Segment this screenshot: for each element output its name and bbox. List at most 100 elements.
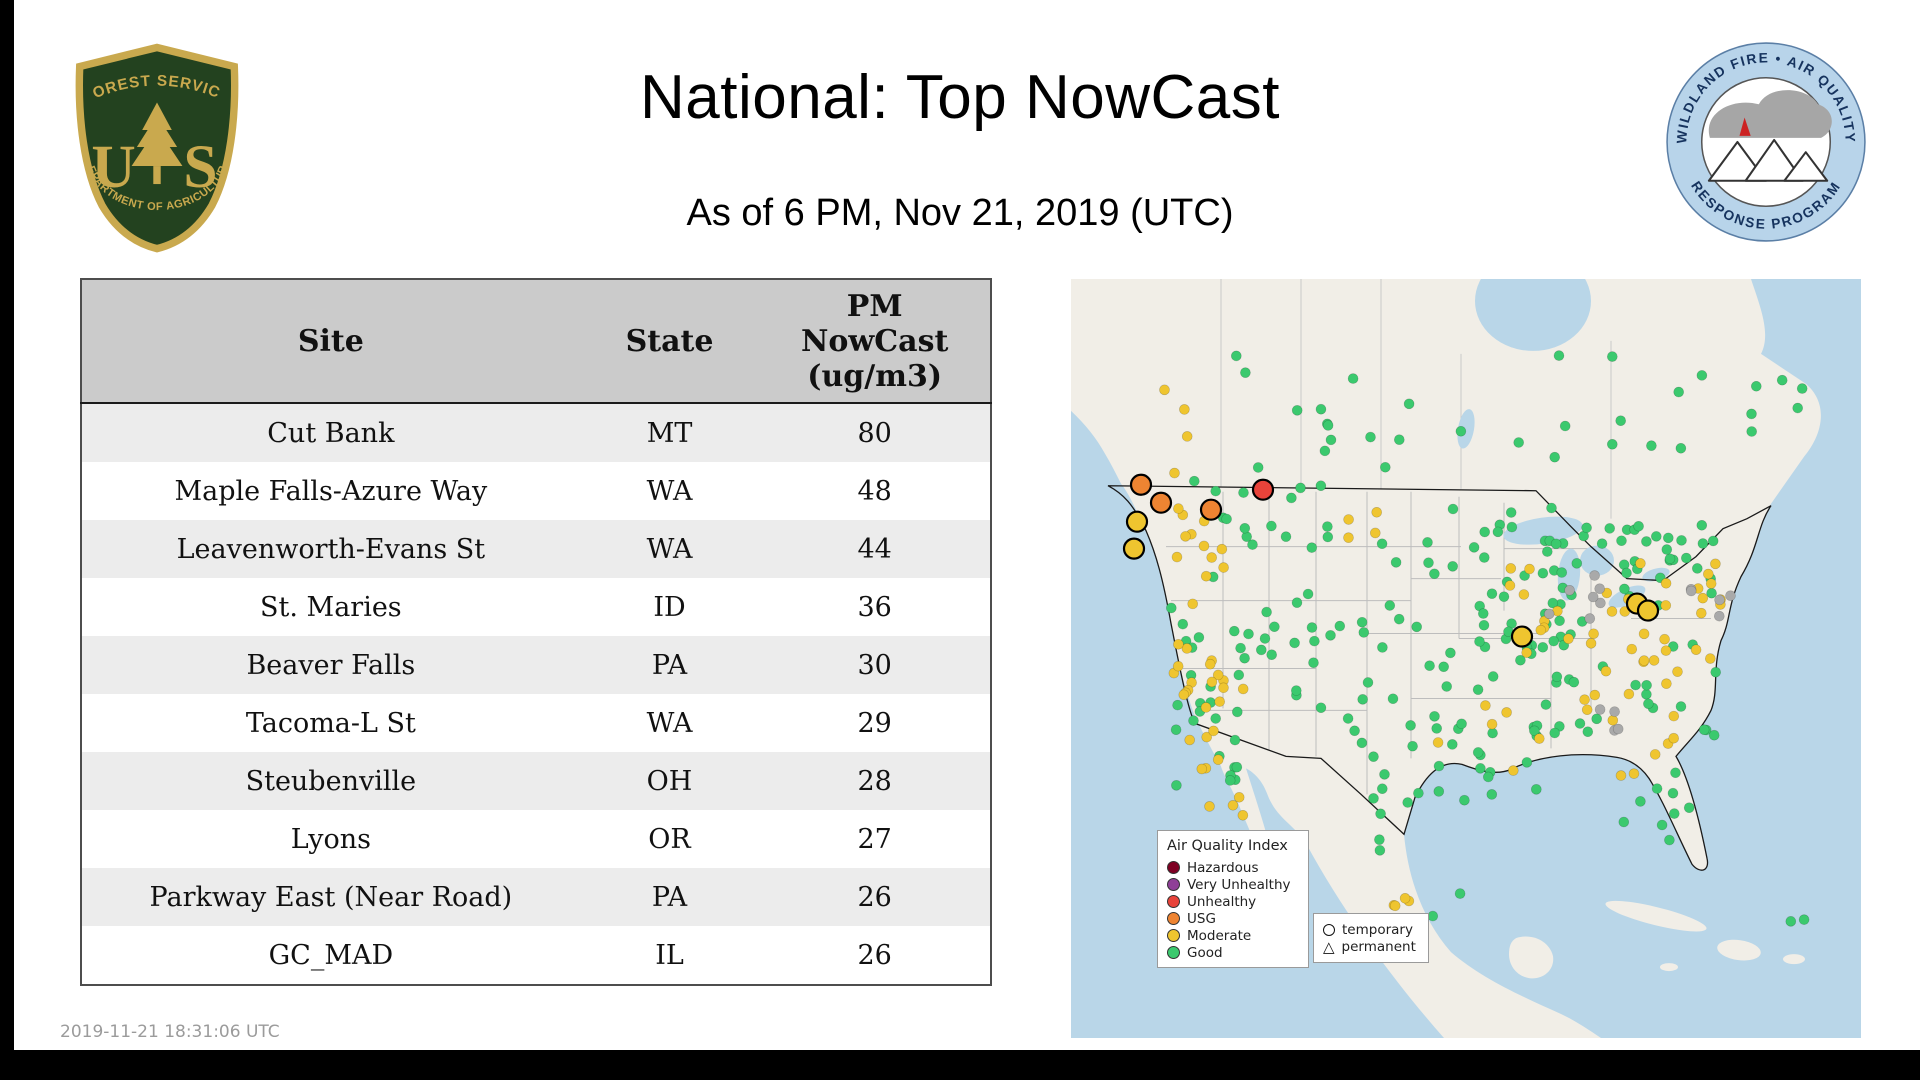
aqi-dot (1212, 669, 1224, 681)
aqi-dot (1237, 810, 1249, 821)
aqi-dot (1713, 610, 1725, 622)
site-cell: Maple Falls-Azure Way (174, 475, 488, 507)
aqi-dot (1507, 765, 1519, 776)
aqi-dot (1259, 633, 1271, 644)
table-row: St. Maries ID 36 (81, 578, 991, 636)
aqi-dot (1384, 600, 1396, 611)
generation-timestamp: 2019-11-21 18:31:06 UTC (60, 1022, 280, 1042)
aqi-dot (1375, 808, 1386, 820)
top-monitor-marker (1199, 498, 1223, 521)
aqi-dot (1390, 557, 1402, 568)
aqi-dot (1170, 724, 1182, 735)
aqi-color-swatch (1167, 929, 1180, 942)
aqi-dot (1368, 793, 1379, 804)
aqi-dot (1371, 506, 1383, 518)
aqi-dot (1172, 699, 1183, 711)
aqi-dot (1455, 426, 1467, 437)
aqi-legend-label: USG (1187, 910, 1216, 927)
aqi-dot (1343, 514, 1354, 525)
aqi-dot (1696, 519, 1708, 531)
aqi-dot (1708, 729, 1720, 741)
aqi-dot (1643, 698, 1654, 710)
aqi-dot (1702, 568, 1714, 580)
smoke-plume (1708, 90, 1832, 138)
aqi-dot (1319, 445, 1331, 457)
islands (1605, 900, 1805, 972)
aqi-dot (1540, 699, 1552, 710)
aqi-dot (1269, 621, 1280, 633)
aqi-dot (1587, 591, 1599, 603)
aqi-dot (1505, 507, 1517, 518)
state-cell: WA (579, 520, 760, 578)
aqi-dot (1541, 546, 1553, 557)
aqi-dot (1571, 558, 1583, 569)
aqi-color-swatch (1167, 912, 1180, 925)
value-column-header: PM NowCast (ug/m3) (759, 279, 991, 404)
aqi-dot (1376, 783, 1388, 795)
aqi-dot (1235, 642, 1246, 654)
top-monitor-marker (1129, 473, 1153, 496)
aqi-dot (1187, 598, 1198, 610)
aqi-dot (1196, 763, 1208, 775)
state-cell: ID (653, 591, 686, 623)
top-monitor-marker (1251, 478, 1275, 501)
aqi-dot (1427, 910, 1439, 922)
aqi-dot (1638, 628, 1650, 640)
aqi-dot (1239, 652, 1250, 664)
aqi-dot (1618, 816, 1630, 828)
aqi-dot (1177, 618, 1189, 630)
aqi-dot (1368, 751, 1379, 762)
aqi-dot (1393, 613, 1405, 625)
left-edge-bar (0, 0, 14, 1080)
aqi-dot (1393, 434, 1405, 445)
aqi-dot (1171, 551, 1183, 563)
aqi-dot (1208, 725, 1219, 737)
aqi-dot (1705, 578, 1717, 589)
aqi-dot (1641, 536, 1652, 547)
aqi-dot (1447, 561, 1459, 572)
mountains-icon (1707, 138, 1829, 182)
table-row: Maple Falls-Azure Way WA 48 (81, 462, 991, 520)
aqi-dot (1475, 763, 1486, 774)
state-column-header: State (579, 279, 760, 404)
bottom-edge-bar (0, 1050, 1920, 1080)
aqi-dot (1672, 666, 1683, 677)
aqi-dot (1280, 531, 1292, 542)
wfaqrp-logo: WILDLAND FIRE • AIR QUALITY RESPONSE PRO… (1666, 42, 1866, 242)
marker-type-label: temporary (1342, 921, 1413, 938)
aqi-dot (1315, 403, 1327, 415)
aqi-color-swatch (1167, 946, 1180, 959)
aqi-dot (1357, 694, 1369, 705)
aqi-dot (1480, 700, 1491, 711)
aqi-dot (1551, 671, 1563, 683)
aqi-dot (1656, 819, 1668, 831)
aqi-dot (1594, 704, 1606, 715)
aqi-dot (1356, 616, 1368, 628)
aqi-dot (1676, 535, 1687, 546)
aqi-dot (1218, 682, 1229, 694)
state-cell: IL (655, 939, 684, 971)
aqi-dot (1180, 531, 1191, 542)
aqi-dot (1266, 520, 1277, 532)
aqi-dot (1606, 351, 1618, 362)
state-cell: PA (579, 636, 760, 694)
aqi-dot (1169, 467, 1180, 479)
aqi-dot (1585, 638, 1597, 649)
aqi-dot (1212, 754, 1224, 765)
aqi-dot (1325, 630, 1336, 641)
aqi-dot (1621, 567, 1632, 579)
aqi-dot (1229, 734, 1241, 746)
value-cell: 27 (857, 823, 892, 855)
aqi-dot (1706, 587, 1717, 599)
aqi-dot (1792, 402, 1804, 414)
aqi-dot (1796, 383, 1808, 394)
aqi-dot (1591, 713, 1603, 725)
aqi-dot (1641, 679, 1652, 691)
aqi-dot (1201, 731, 1212, 743)
aqi-dot (1306, 542, 1318, 553)
aqi-dot (1670, 767, 1681, 779)
aqi-dot (1261, 606, 1272, 618)
aqi-dot (1696, 370, 1708, 381)
aqi-dot (1798, 914, 1810, 925)
aqi-dot (1697, 538, 1709, 549)
